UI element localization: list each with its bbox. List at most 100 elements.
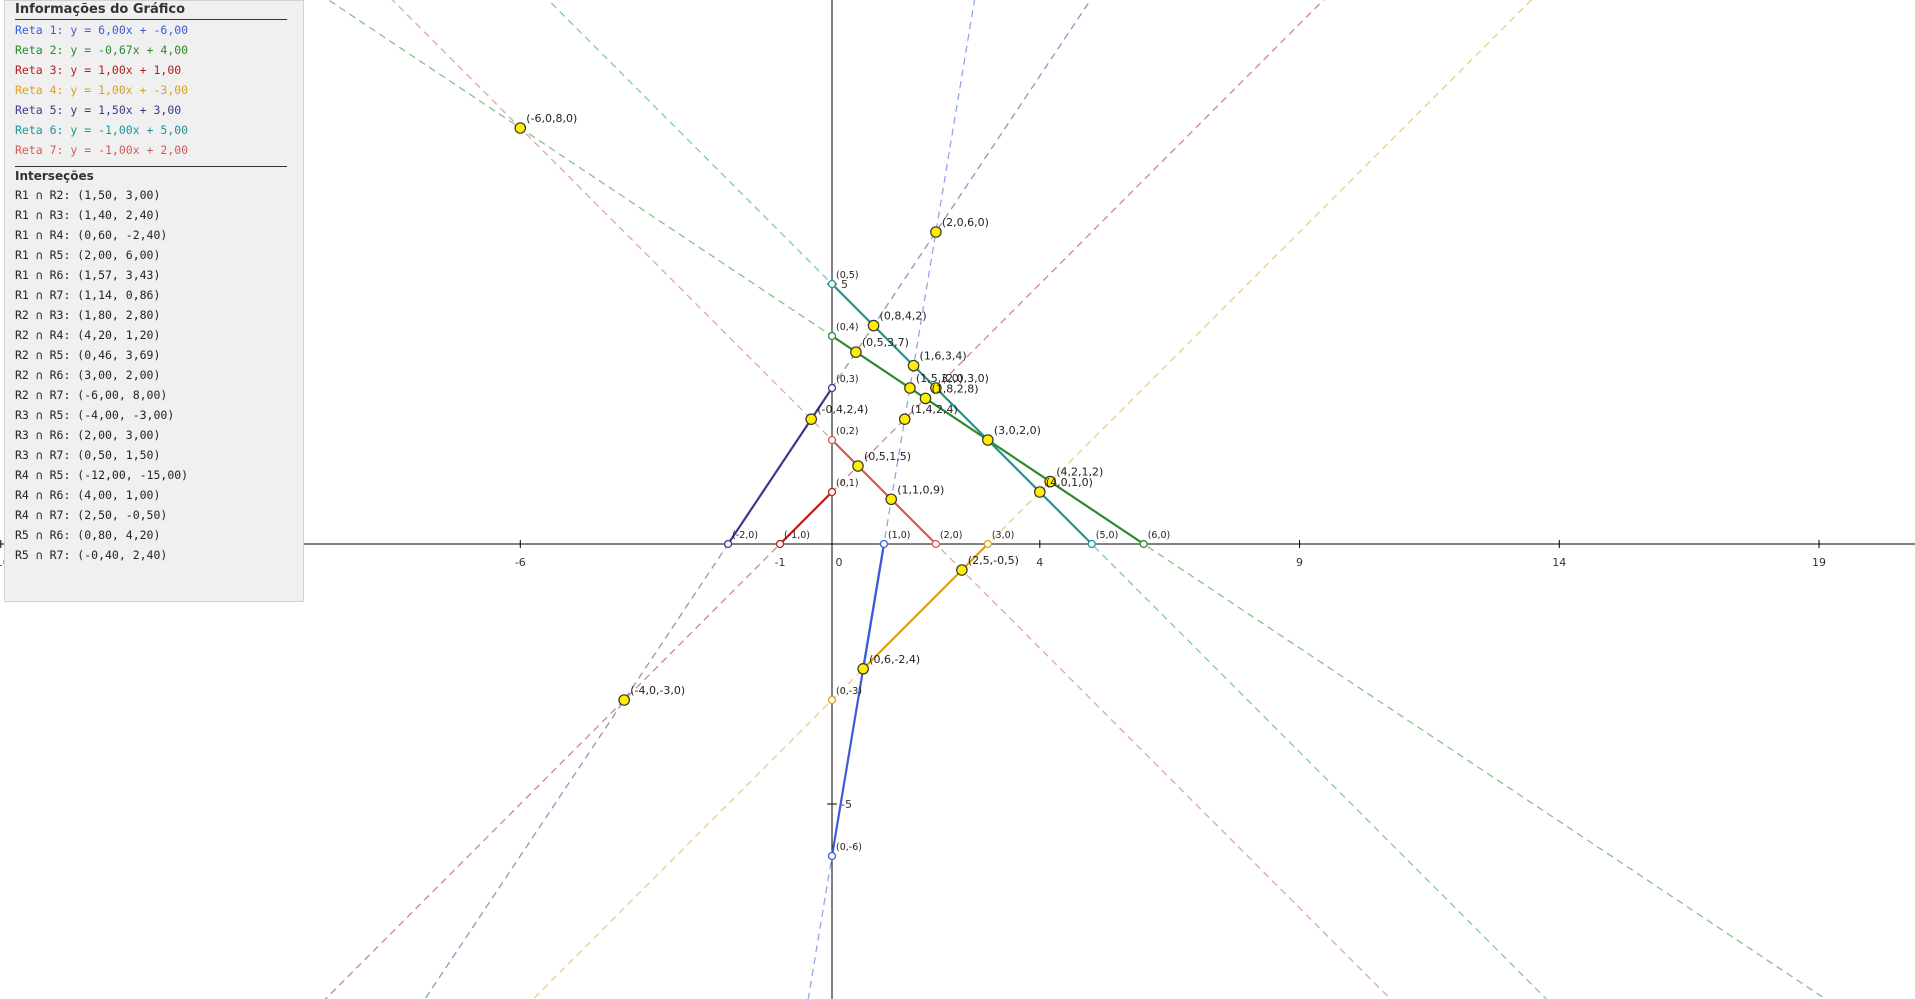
intersection-row: R2 ∩ R6: (3,00, 2,00) (15, 368, 161, 382)
intersection-label: (1,8,2,8) (932, 382, 979, 395)
intersection-label: (0,5,1,5) (864, 450, 911, 463)
intersection-point[interactable] (852, 460, 864, 472)
intersection-row: R2 ∩ R4: (4,20, 1,20) (15, 328, 161, 342)
intersection-row: R1 ∩ R2: (1,50, 3,00) (15, 188, 161, 202)
intercept-point[interactable] (827, 487, 837, 497)
intercept-label: (0,4) (836, 322, 859, 333)
intersection-label: (4,0,1,0) (1046, 476, 1093, 489)
intercept-label: (3,0) (992, 530, 1015, 541)
intersection-label: (2,0,3,0) (942, 372, 989, 385)
segment-1-1 (862, 542, 886, 670)
intersection-point[interactable] (857, 662, 869, 675)
intersection-row: R5 ∩ R7: (-0,40, 2,40) (15, 548, 168, 562)
intersection-point[interactable] (1044, 475, 1056, 488)
y-tick-label: 5 (841, 278, 848, 291)
intercept-label: (0,1) (836, 478, 859, 489)
panel-title: Informações do Gráfico (15, 2, 186, 17)
segment-4-4 (960, 542, 989, 572)
intercept-point[interactable] (827, 383, 837, 393)
intercept-point[interactable] (1139, 539, 1148, 549)
intercept-label: (-1,0) (784, 530, 810, 541)
intersection-row: R3 ∩ R5: (-4,00, -3,00) (15, 408, 175, 422)
intersection-row: R3 ∩ R6: (2,00, 3,00) (15, 428, 161, 442)
intersection-point[interactable] (867, 319, 880, 332)
intercept-point[interactable] (723, 539, 733, 549)
intersection-point[interactable] (618, 694, 630, 706)
equation-list: Reta 1: y = 6,00x + -6,00 Reta 2: y = -0,… (15, 20, 287, 160)
intersection-row: R1 ∩ R5: (2,00, 6,00) (15, 248, 161, 262)
intersection-point[interactable] (982, 434, 994, 446)
intersection-point[interactable] (956, 564, 968, 576)
y-tick-label: -5 (841, 798, 852, 811)
intersection-point[interactable] (805, 413, 818, 425)
intercept-label: (0,5) (836, 270, 859, 281)
intersection-row: R1 ∩ R7: (1,14, 0,86) (15, 288, 161, 302)
equation-row: Reta 6: y = -1,00x + 5,00 (15, 123, 189, 137)
equation-row: Reta 5: y = 1,50x + 3,00 (15, 103, 182, 117)
intersection-point[interactable] (1034, 486, 1046, 498)
intersection-label: (2,5,-0,5) (968, 554, 1019, 567)
intersection-row: R4 ∩ R7: (2,50, -0,50) (15, 508, 168, 522)
intercept-point[interactable] (827, 279, 837, 289)
intercept-label: (0,-3) (836, 686, 862, 697)
intercept-point[interactable] (775, 539, 785, 549)
intersection-label: (0,5,3,7) (862, 336, 909, 349)
intersection-row: R3 ∩ R7: (0,50, 1,50) (15, 448, 161, 462)
intersection-list: R1 ∩ R2: (1,50, 3,00) R1 ∩ R3: (1,40, 2,4… (15, 185, 287, 565)
x-tick-label: 19 (1812, 556, 1826, 569)
intersection-point[interactable] (930, 382, 942, 394)
intersection-point[interactable] (850, 346, 862, 358)
intersection-point[interactable] (514, 122, 527, 134)
intersection-label: (0,8,4,2) (880, 310, 927, 323)
intersection-row: R1 ∩ R6: (1,57, 3,43) (15, 268, 161, 282)
x-tick-label: 14 (1552, 556, 1566, 569)
panel-divider (15, 19, 287, 20)
intercept-label: (1,0) (888, 530, 911, 541)
equation-row: Reta 2: y = -0,67x + 4,00 (15, 43, 189, 57)
intersection-row: R1 ∩ R3: (1,40, 2,40) (15, 208, 161, 222)
intercept-point[interactable] (827, 695, 837, 705)
x-tick-label: 4 (1036, 556, 1043, 569)
intercept-label: (0,2) (836, 426, 859, 437)
intersection-point[interactable] (898, 413, 911, 425)
intersection-point[interactable] (930, 226, 942, 238)
intersection-row: R2 ∩ R3: (1,80, 2,80) (15, 308, 161, 322)
intercept-point[interactable] (827, 331, 837, 341)
intersection-label: (1,5,3,0) (916, 372, 963, 385)
intercept-point[interactable] (983, 539, 992, 549)
info-panel: Informações do Gráfico Reta 1: y = 6,00x… (4, 0, 304, 602)
intersection-point[interactable] (919, 392, 932, 405)
intersection-point[interactable] (885, 493, 898, 506)
intersections-title: Interseções (15, 169, 94, 183)
equation-row: Reta 4: y = 1,00x + -3,00 (15, 83, 189, 97)
intersection-point[interactable] (904, 382, 916, 394)
intercept-label: (5,0) (1096, 530, 1119, 541)
intercept-label: (0,3) (836, 374, 859, 385)
segment-4-5 (862, 568, 963, 670)
intercept-point[interactable] (1087, 539, 1096, 549)
intersection-row: R5 ∩ R6: (0,80, 4,20) (15, 528, 161, 542)
intercept-point[interactable] (827, 435, 837, 445)
x-tick-label: 0 (836, 556, 843, 569)
intersection-label: (1,4,2,4) (911, 403, 958, 416)
panel-divider (15, 166, 287, 167)
intersection-label: (1,1,0,9) (897, 483, 944, 496)
intersection-label: (0,6,-2,4) (869, 653, 920, 666)
intercept-point[interactable] (827, 851, 837, 861)
intersection-label: (3,0,2,0) (994, 424, 1041, 437)
segment-3-3 (778, 490, 834, 546)
x-tick-label: -1 (775, 556, 786, 569)
segment-5-6 (726, 386, 834, 546)
intersection-point[interactable] (907, 359, 920, 372)
intercept-point[interactable] (879, 539, 889, 549)
intersection-label: (-6,0,8,0) (526, 112, 577, 125)
intercept-label: (6,0) (1148, 530, 1171, 541)
intercept-point[interactable] (931, 539, 941, 549)
intersection-row: R4 ∩ R5: (-12,00, -15,00) (15, 468, 189, 482)
intersection-label: (-0,4,2,4) (817, 403, 868, 416)
equation-row: Reta 7: y = -1,00x + 2,00 (15, 143, 189, 157)
equation-row: Reta 3: y = 1,00x + 1,00 (15, 63, 182, 77)
intersection-row: R1 ∩ R4: (0,60, -2,40) (15, 228, 168, 242)
equation-row: Reta 1: y = 6,00x + -6,00 (15, 23, 189, 37)
